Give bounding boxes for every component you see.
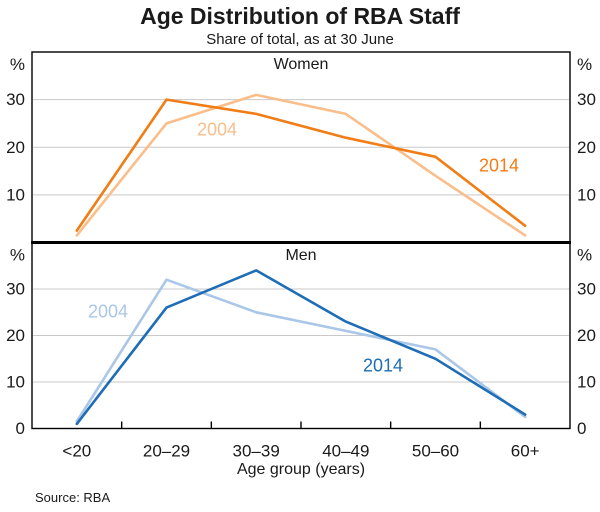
series-label-women-2014: 2014 <box>478 155 520 176</box>
series-label-men-2004: 2004 <box>87 301 129 322</box>
x-tick-label-3: 40–49 <box>322 442 369 461</box>
line-women-2014 <box>75 98 527 232</box>
y-tick-label-right-men-20: 20 <box>577 326 596 345</box>
y-tick-label-right-men-10: 10 <box>577 373 596 392</box>
x-tick-label-2: 30–39 <box>233 442 280 461</box>
y-tick-label-right-women-20: 20 <box>577 138 596 157</box>
y-unit-left-men: % <box>10 246 25 265</box>
y-unit-left-women: % <box>10 55 25 74</box>
x-tick-label-5: 60+ <box>511 442 540 461</box>
chart-subtitle: Share of total, as at 30 June <box>206 31 394 48</box>
x-tick-label-4: 50–60 <box>412 442 459 461</box>
series-label-women-2004: 2004 <box>196 119 238 140</box>
y-tick-label-left-women-30: 30 <box>6 90 25 109</box>
x-axis-title: Age group (years) <box>236 461 366 478</box>
y-tick-label-left-men-20: 20 <box>6 326 25 345</box>
y-zero-label-right: 0 <box>577 419 586 438</box>
y-tick-label-right-men-30: 30 <box>577 280 596 299</box>
y-tick-label-left-men-10: 10 <box>6 373 25 392</box>
line-women-2004 <box>75 93 527 237</box>
source-note: Source: RBA <box>35 490 111 505</box>
x-tick-label-1: 20–29 <box>143 442 190 461</box>
y-zero-label-left: 0 <box>16 419 25 438</box>
y-tick-label-left-women-10: 10 <box>6 185 25 204</box>
y-tick-label-right-women-10: 10 <box>577 185 596 204</box>
line-men-2004 <box>75 278 527 423</box>
chart-title: Age Distribution of RBA Staff <box>140 3 460 29</box>
line-men-2014 <box>75 269 527 426</box>
panel-title-men: Men <box>285 247 317 264</box>
x-tick-label-0: <20 <box>62 442 91 461</box>
series-label-men-2014: 2014 <box>362 355 404 376</box>
panel-title-women: Women <box>273 56 329 73</box>
y-unit-right-men: % <box>577 246 592 265</box>
y-tick-label-left-men-30: 30 <box>6 280 25 299</box>
y-unit-right-women: % <box>577 55 592 74</box>
y-tick-label-left-women-20: 20 <box>6 138 25 157</box>
y-tick-label-right-women-30: 30 <box>577 90 596 109</box>
